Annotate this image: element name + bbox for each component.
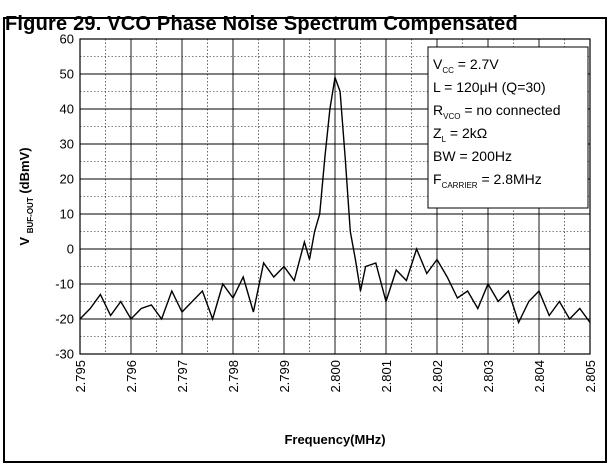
annotation-sub: VCO <box>443 112 460 121</box>
y-tick-label: 60 <box>60 32 74 47</box>
figure-frame: Figure 29. VCO Phase Noise Spectrum Comp… <box>3 13 607 463</box>
spectrum-trace <box>79 74 591 325</box>
annotation-main: BW = 200Hz <box>433 148 512 164</box>
chart-svg: 2.795 2.796 2.797 2.798 2.799 2.800 2.801 2.802… <box>17 32 598 448</box>
y-tick-label: -30 <box>55 347 74 362</box>
annotation-box: VCC = 2.7V L = 120µH (Q=30) RVCO = no conn… <box>427 46 589 209</box>
y-tick-label: 50 <box>60 67 74 82</box>
annotation-main: L = 120µH (Q=30) <box>433 79 546 95</box>
y-tick-label: 30 <box>60 137 74 152</box>
annotation-sub: L <box>442 135 447 144</box>
annotation-main: F <box>433 171 442 187</box>
annotation-box-border <box>427 46 589 209</box>
annotation-rest: = 2.8MHz <box>478 171 542 187</box>
annotation-rest: = no connected <box>460 102 560 118</box>
x-tick-label: 2.803 <box>481 360 496 393</box>
x-tick-labels: 2.795 2.796 2.797 2.798 2.799 2.800 2.801 2.802… <box>73 360 598 393</box>
y-tick-label: -20 <box>55 312 74 327</box>
y-axis-title-main: V <box>17 237 32 246</box>
chart-title: Figure 29. VCO Phase Noise Spectrum Comp… <box>5 13 518 35</box>
annotation-line: FCARRIER = 2.8MHz <box>433 171 542 190</box>
y-axis-title-sub: BUF-OUT <box>26 197 35 233</box>
annotation-sub: CARRIER <box>442 181 478 190</box>
y-tick-label: 20 <box>60 172 74 187</box>
x-tick-label: 2.804 <box>532 360 547 393</box>
annotation-line: L = 120µH (Q=30) <box>433 79 546 95</box>
y-axis-title: V BUF-OUT (dBmV) <box>17 147 36 245</box>
annotation-line: RVCO = no connected <box>433 102 561 121</box>
annotation-line: BW = 200Hz <box>433 148 512 164</box>
y-axis-title-unit: (dBmV) <box>17 147 32 193</box>
x-axis-title: Frequency(MHz) <box>284 432 385 447</box>
x-tick-label: 2.799 <box>277 360 292 393</box>
x-tick-label: 2.795 <box>73 360 88 393</box>
annotation-line: ZL = 2kΩ <box>433 125 487 144</box>
x-tick-label: 2.797 <box>175 360 190 393</box>
y-tick-label: 10 <box>60 207 74 222</box>
x-tick-label: 2.800 <box>328 360 343 393</box>
annotation-rest: = 2kΩ <box>446 125 487 141</box>
x-tick-label: 2.802 <box>430 360 445 393</box>
annotation-main: V <box>433 56 443 72</box>
y-tick-label: 0 <box>67 242 74 257</box>
x-tick-label: 2.796 <box>124 360 139 393</box>
y-tick-label: -10 <box>55 277 74 292</box>
x-tick-label: 2.798 <box>226 360 241 393</box>
annotation-main: R <box>433 102 443 118</box>
annotation-rest: = 2.7V <box>454 56 499 72</box>
y-tick-labels: 60 50 40 30 20 10 0 -10 -20 -30 <box>55 32 74 362</box>
y-tick-label: 40 <box>60 102 74 117</box>
plot-border <box>79 38 591 355</box>
annotation-line: VCC = 2.7V <box>433 56 499 75</box>
annotation-main: Z <box>433 125 442 141</box>
x-tick-label: 2.801 <box>379 360 394 393</box>
annotation-sub: CC <box>442 66 454 75</box>
x-tick-label: 2.805 <box>583 360 598 393</box>
